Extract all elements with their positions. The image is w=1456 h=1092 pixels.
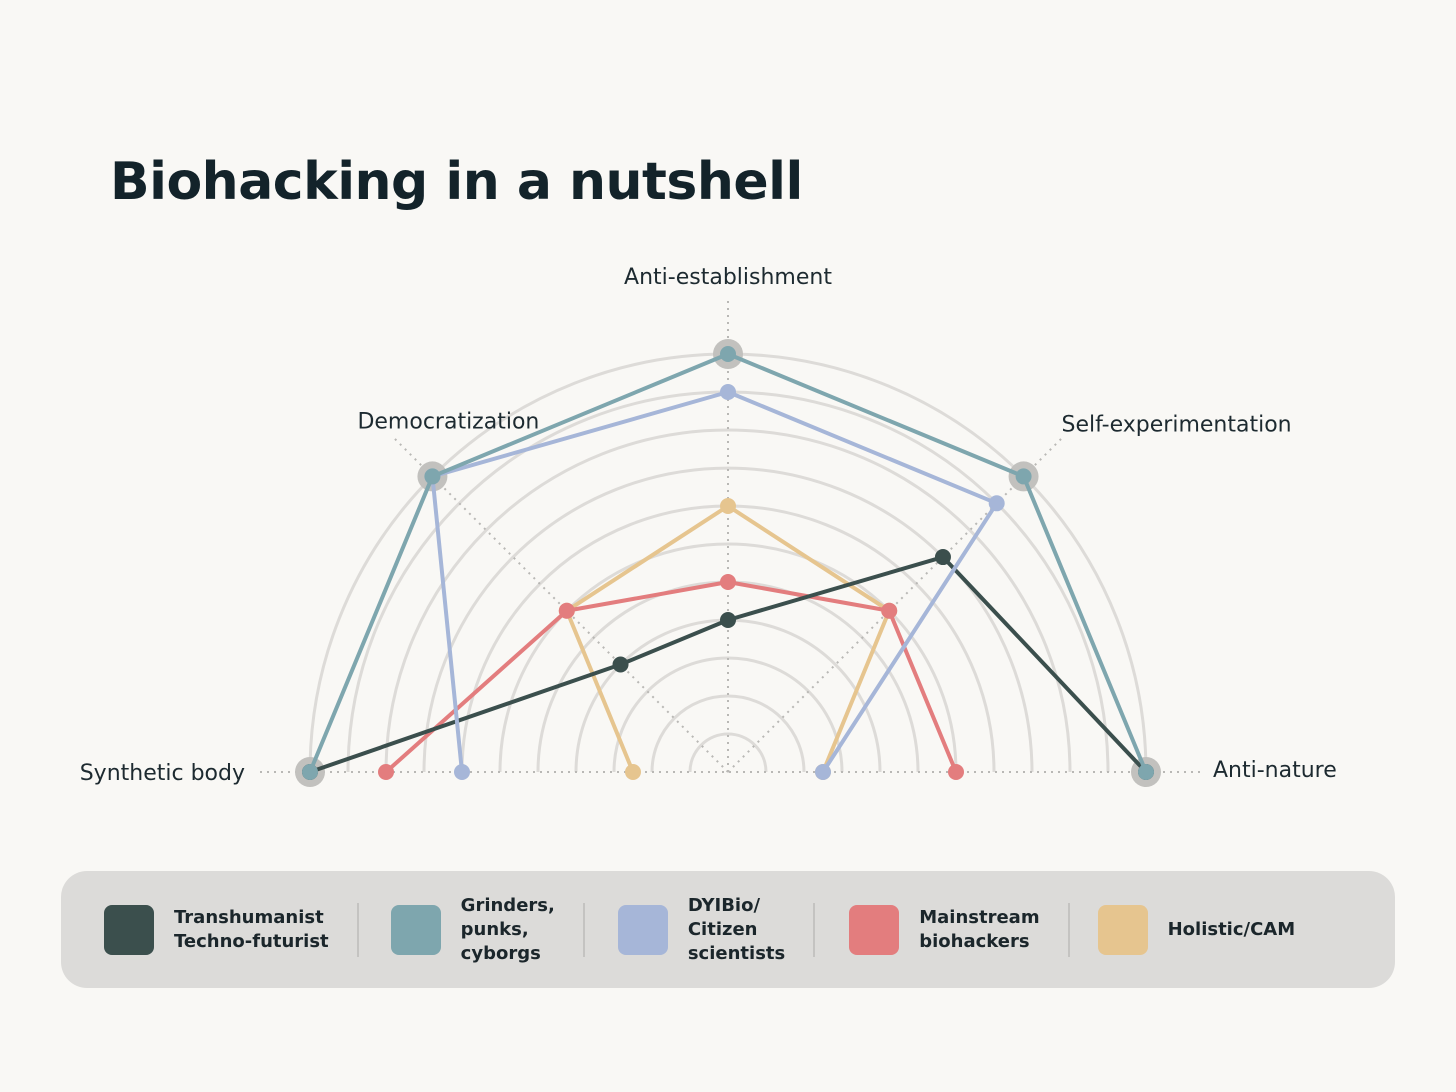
data-point — [720, 498, 736, 514]
series-3 — [378, 574, 964, 780]
data-point — [948, 764, 964, 780]
data-point — [558, 602, 575, 619]
radar-series — [302, 346, 1154, 780]
grid-ring — [498, 542, 958, 773]
legend-separator — [582, 902, 585, 957]
data-point — [720, 612, 736, 628]
axis-labels: Synthetic body Democratization Anti-establ… — [80, 265, 1337, 786]
data-point — [612, 656, 629, 673]
legend-label: Holistic/CAM — [1167, 918, 1296, 940]
data-point — [815, 764, 831, 780]
series-2 — [424, 384, 1005, 780]
data-point — [1015, 468, 1032, 485]
data-point — [378, 764, 394, 780]
grid-ring — [422, 466, 1034, 773]
legend-swatch — [849, 904, 900, 955]
legend-label: Mainstream biohackers — [919, 906, 1040, 952]
legend-swatch — [1097, 904, 1148, 955]
axis-label: Synthetic body — [80, 761, 245, 786]
axis-line — [727, 434, 1066, 773]
data-point — [302, 764, 318, 780]
axis-label: Self-experimentation — [1062, 412, 1292, 437]
data-point — [720, 574, 736, 590]
legend-item: Mainstream biohackers — [815, 904, 1067, 955]
axis-label: Anti-establishment — [624, 265, 832, 290]
data-point — [1138, 764, 1154, 780]
legend-item: DYIBio/ Citizen scientists — [585, 894, 813, 966]
chart-title: Biohacking in a nutshell — [110, 152, 803, 212]
legend-separator — [356, 902, 359, 957]
legend-separator — [813, 902, 816, 957]
legend-item: Transhumanist Techno-futurist — [61, 904, 357, 955]
legend-label: DYIBio/ Citizen scientists — [687, 894, 786, 964]
data-point — [720, 384, 736, 400]
grid-ring — [650, 694, 806, 773]
legend-label: Transhumanist Techno-futurist — [174, 906, 329, 952]
legend: Transhumanist Techno-futurist Grinders, p… — [61, 871, 1395, 988]
series-1 — [302, 346, 1154, 780]
data-point — [454, 764, 470, 780]
data-point — [720, 346, 736, 362]
legend-item: Holistic/CAM — [1070, 904, 1324, 955]
legend-separator — [1067, 902, 1070, 957]
radar-axes — [260, 296, 1204, 787]
data-point — [934, 549, 951, 566]
axis-label: Anti-nature — [1213, 758, 1337, 783]
legend-swatch — [617, 904, 668, 955]
legend-swatch — [390, 904, 441, 955]
data-point — [625, 764, 641, 780]
legend-label: Grinders, punks, cyborgs — [460, 894, 555, 964]
data-point — [881, 602, 898, 619]
radar-chart: Synthetic body Democratization Anti-establ… — [80, 265, 1337, 787]
grid-ring — [688, 732, 768, 773]
grid-ring — [384, 428, 1072, 773]
data-point — [424, 468, 441, 485]
legend-swatch — [104, 904, 154, 955]
data-point — [988, 495, 1005, 512]
legend-item: Grinders, punks, cyborgs — [359, 894, 583, 966]
axis-label: Democratization — [357, 409, 539, 434]
